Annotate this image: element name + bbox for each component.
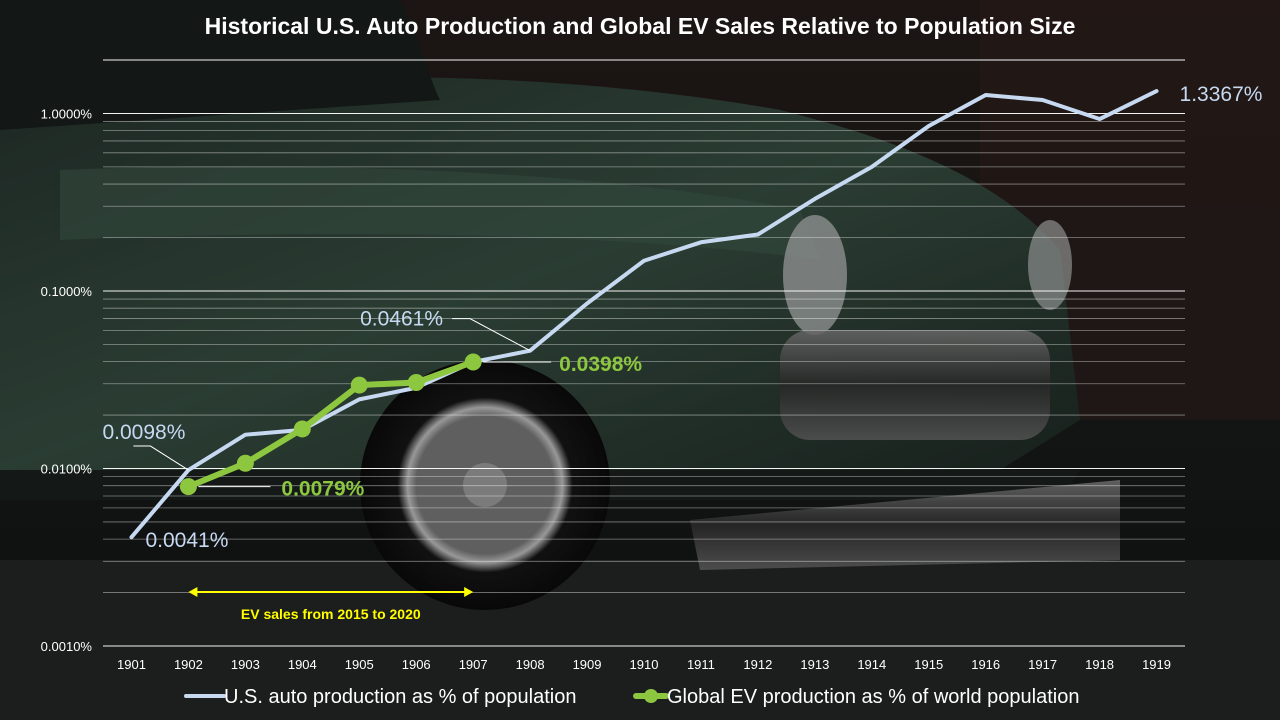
x-tick-label: 1910 [630,657,659,672]
global-ev-production-line [185,358,477,490]
legend-us-label: U.S. auto production as % of population [224,686,576,708]
y-tick-label: 0.0100% [41,461,93,476]
ev-data-point [350,376,368,394]
x-tick-label: 1906 [402,657,431,672]
us-auto-production-line [129,89,1159,540]
ev-data-point [236,454,254,472]
ev-data-point [179,478,197,496]
x-tick-label: 1915 [914,657,943,672]
y-tick-label: 0.0010% [41,639,93,654]
x-tick-label: 1901 [117,657,146,672]
series-layer [129,89,1159,540]
gridlines [103,59,1185,647]
us-label-1919: 1.3367% [1180,83,1263,106]
x-tick-label: 1902 [174,657,203,672]
x-tick-label: 1908 [516,657,545,672]
ev-data-point [293,420,311,438]
x-tick-label: 1917 [1028,657,1057,672]
x-tick-label: 1903 [231,657,260,672]
data-labels: 0.0041% 0.0098% 0.0461% 1.3367% 0.0079% 0.039… [102,83,1262,552]
us-label-1908-leader [452,318,531,352]
us-label-1902: 0.0098% [102,421,185,444]
x-tick-label: 1919 [1142,657,1171,672]
x-tick-label: 1916 [971,657,1000,672]
y-tick-label: 0.1000% [41,284,93,299]
x-axis-ticks: 1901 1902 1903 1904 1905 1906 1907 1908 1909 1910… [117,657,1171,672]
us-label-1902-leader [133,445,189,471]
y-axis-ticks: 0.0010% 0.0100% 0.1000% 1.0000% [41,106,93,654]
ev-period-annotation: EV sales from 2015 to 2020 [188,587,474,622]
ev-label-1907: 0.0398% [559,353,642,376]
x-tick-label: 1914 [857,657,886,672]
legend-ev-marker [644,689,658,703]
x-tick-label: 1912 [743,657,772,672]
ev-data-point [464,353,482,371]
x-tick-label: 1904 [288,657,317,672]
us-label-1901: 0.0041% [145,529,228,552]
y-tick-label: 1.0000% [41,106,93,121]
legend: U.S. auto production as % of population G… [184,686,1079,708]
x-tick-label: 1907 [459,657,488,672]
chart-title: Historical U.S. Auto Production and Glob… [204,13,1076,39]
x-tick-label: 1911 [687,657,715,672]
ev-data-point [407,374,425,392]
x-tick-label: 1918 [1085,657,1114,672]
ev-label-1902: 0.0079% [281,478,364,501]
annotation-arrowhead-right [464,587,474,597]
x-tick-label: 1909 [573,657,602,672]
x-tick-label: 1905 [345,657,374,672]
annotation-text: EV sales from 2015 to 2020 [241,606,421,622]
us-label-1908: 0.0461% [360,308,443,331]
legend-ev-label: Global EV production as % of world popul… [667,686,1079,708]
x-tick-label: 1913 [800,657,829,672]
annotation-arrowhead-left [188,587,198,597]
